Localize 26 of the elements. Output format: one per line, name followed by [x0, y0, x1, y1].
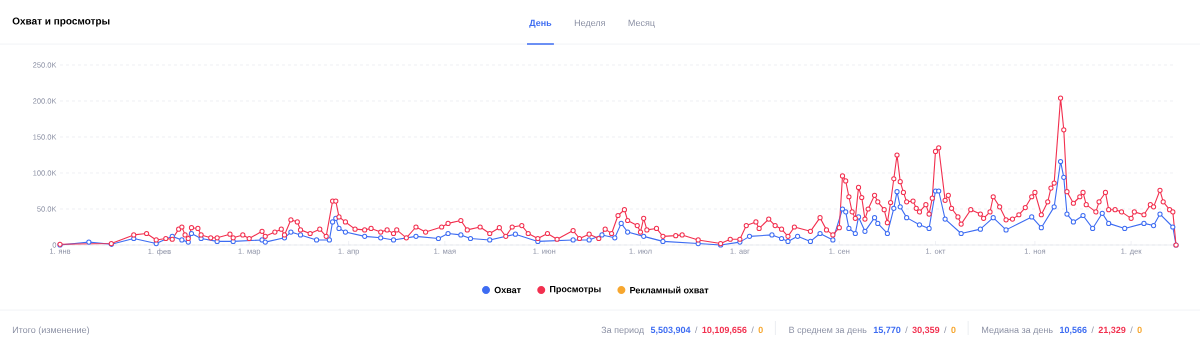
text: 15,770	[873, 326, 901, 335]
text: Итого (изменение)	[12, 326, 90, 335]
text: /	[751, 326, 754, 334]
text: /	[1091, 326, 1094, 334]
text: 0	[758, 326, 763, 334]
text: За период	[601, 326, 644, 335]
legend-label: Просмотры	[550, 285, 601, 295]
text: День	[529, 19, 552, 28]
text: 0	[951, 326, 956, 334]
text: Медиана за день	[982, 326, 1053, 335]
text: /	[694, 326, 698, 334]
text: Неделя	[574, 19, 605, 28]
chart-title: Охват и просмотры	[12, 17, 110, 27]
text: /	[905, 326, 908, 334]
text: 21,329	[1098, 326, 1126, 335]
text: /	[1130, 326, 1133, 334]
legend-label: Охват	[494, 286, 521, 294]
text: В среднем за день	[789, 326, 867, 335]
legend-label: Рекламный охват	[630, 286, 709, 294]
text: 10,109,656	[702, 326, 747, 335]
text: 0	[1137, 326, 1142, 334]
text: /	[944, 326, 947, 334]
text: 30,359	[912, 326, 940, 335]
text: Месяц	[628, 19, 655, 28]
text: 5,503,904	[650, 326, 691, 335]
text: 10,566	[1060, 326, 1087, 335]
